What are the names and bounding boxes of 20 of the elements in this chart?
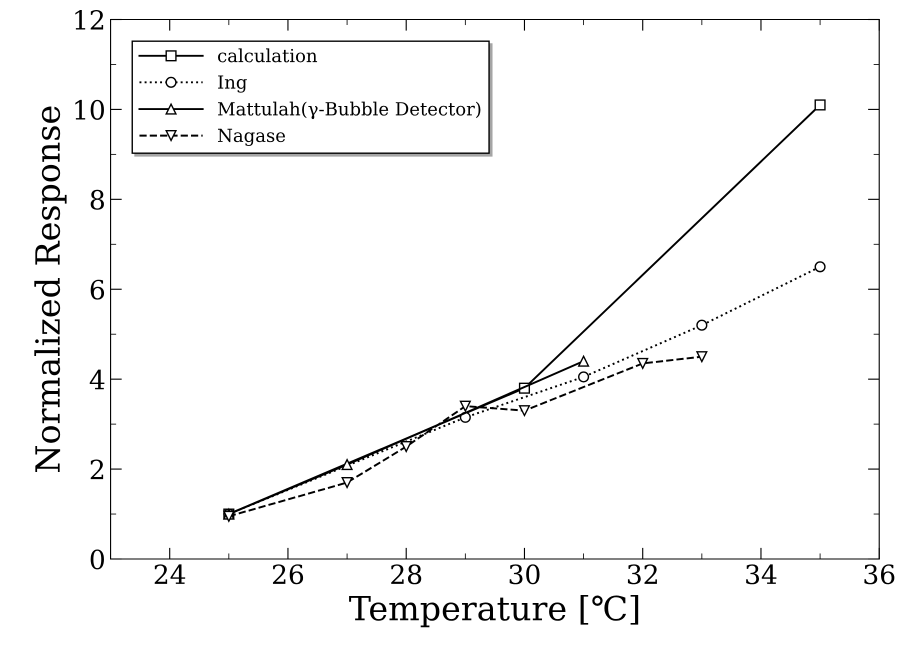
y-tick-label: 6 bbox=[90, 280, 104, 300]
legend-label: calculation bbox=[218, 48, 318, 62]
x-tick-label: 26 bbox=[272, 564, 304, 584]
y-axis-title: Normalized Response bbox=[34, 106, 67, 472]
y-tick-label: 10 bbox=[75, 100, 104, 120]
x-axis-title: Temperature [℃] bbox=[349, 594, 638, 628]
x-tick-label: 30 bbox=[510, 564, 540, 584]
x-tick-label: 24 bbox=[154, 564, 186, 584]
x-tick-label: 36 bbox=[864, 564, 894, 584]
y-tick-label: 8 bbox=[90, 190, 104, 210]
y-tick-label: 0 bbox=[90, 549, 104, 570]
y-tick-label: 12 bbox=[75, 10, 104, 30]
x-tick-label: 28 bbox=[391, 564, 422, 584]
y-tick-label: 4 bbox=[90, 370, 104, 390]
legend-label: Mattulah(γ-Bubble Detector) bbox=[218, 102, 480, 120]
legend-label: Ing bbox=[218, 75, 247, 93]
x-tick-label: 34 bbox=[746, 564, 776, 584]
y-tick-label: 2 bbox=[90, 460, 104, 480]
legend-label: Nagase bbox=[218, 128, 286, 146]
x-tick-label: 32 bbox=[628, 564, 657, 584]
